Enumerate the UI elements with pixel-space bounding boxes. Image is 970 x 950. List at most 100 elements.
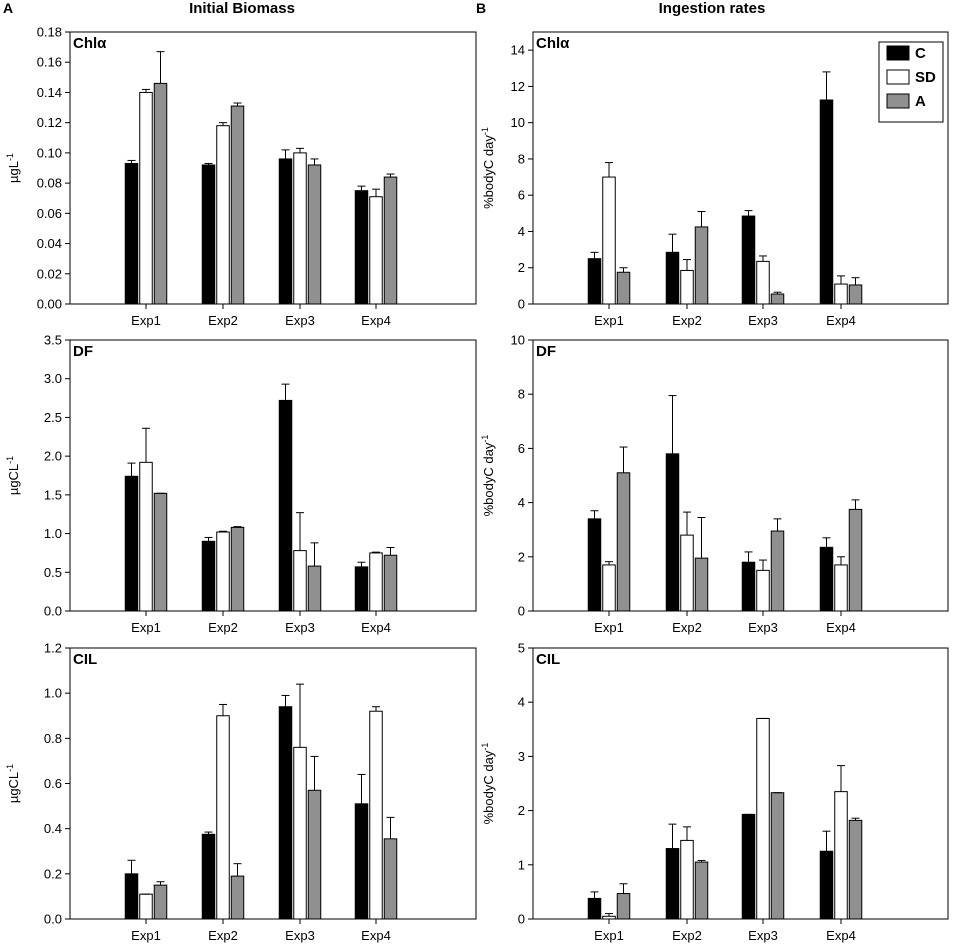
chart-a-cil: 0.0 0.2 0.4 0.6 0.8 1.0 1.2 µgCL-1 CIL Exp1 Exp2 Ex… bbox=[5, 641, 477, 943]
bar-sd bbox=[216, 715, 230, 920]
bar-a bbox=[616, 893, 631, 920]
bar-c bbox=[819, 546, 834, 612]
x-tick-label: Exp1 bbox=[594, 313, 624, 328]
y-tick-label: 0.00 bbox=[37, 297, 62, 312]
y-tick-label: 1.2 bbox=[44, 641, 62, 656]
panel-label: Chlα bbox=[73, 35, 107, 52]
bar-a bbox=[770, 293, 785, 305]
x-tick-label: Exp1 bbox=[131, 313, 161, 328]
plot-frame bbox=[69, 339, 477, 612]
y-tick-label: 4 bbox=[518, 495, 525, 510]
bar-sd bbox=[680, 269, 694, 305]
chart-a-chlα: 0.00 0.02 0.04 0.06 0.08 0.10 0.12 0.14 0.16 0.18… bbox=[5, 25, 477, 328]
bar-c bbox=[354, 803, 369, 920]
bar-a bbox=[383, 176, 398, 305]
bar-sd bbox=[834, 564, 848, 612]
bar-a bbox=[848, 819, 863, 920]
bar-sd bbox=[216, 125, 230, 305]
bar-a bbox=[694, 557, 709, 612]
panel-label: DF bbox=[536, 343, 556, 360]
y-axis-label-exponent: -1 bbox=[5, 764, 15, 772]
bar-c bbox=[278, 706, 293, 920]
bar-sd bbox=[293, 152, 307, 305]
legend-swatch-c bbox=[886, 45, 910, 61]
y-tick-label: 4 bbox=[518, 695, 525, 710]
plot-frame bbox=[69, 31, 477, 305]
chart-b-cil: 0 1 2 3 4 5 %bodyC day-1 CIL Exp1 Exp2 Exp3 Exp4 bbox=[480, 641, 949, 943]
bar-a bbox=[694, 226, 709, 305]
panel-b-letter: B bbox=[476, 0, 486, 16]
y-axis-label: µgL-1 bbox=[5, 153, 21, 183]
y-axis-label: µgCL-1 bbox=[5, 764, 21, 803]
y-tick-label: 0.16 bbox=[37, 55, 62, 70]
chart-a-df: 0.0 0.5 1.0 1.5 2.0 2.5 3.0 3.5 µgCL-1 DF Exp1 Exp2… bbox=[5, 333, 477, 635]
y-tick-label: 0.8 bbox=[44, 731, 62, 746]
bar-a bbox=[616, 472, 631, 612]
bar-c bbox=[587, 518, 602, 612]
x-tick-label: Exp2 bbox=[208, 928, 238, 943]
x-tick-label: Exp1 bbox=[131, 620, 161, 635]
x-tick-label: Exp4 bbox=[826, 620, 856, 635]
bar-sd bbox=[369, 552, 383, 612]
y-axis-label-main: µgL bbox=[6, 161, 21, 183]
x-tick-label: Exp4 bbox=[826, 313, 856, 328]
y-axis-label-main: %bodyC day bbox=[481, 750, 496, 824]
bar-sd bbox=[834, 791, 848, 920]
y-tick-label: 8 bbox=[518, 151, 525, 166]
x-tick-label: Exp2 bbox=[672, 928, 702, 943]
x-tick-label: Exp2 bbox=[208, 620, 238, 635]
bar-sd bbox=[756, 717, 770, 920]
bar-a bbox=[230, 526, 245, 612]
x-tick-label: Exp2 bbox=[672, 620, 702, 635]
y-tick-label: 1.0 bbox=[44, 526, 62, 541]
legend: C SD A bbox=[878, 41, 944, 123]
x-tick-label: Exp1 bbox=[594, 928, 624, 943]
x-tick-label: Exp4 bbox=[361, 313, 391, 328]
y-tick-label: 1.0 bbox=[44, 686, 62, 701]
x-tick-label: Exp2 bbox=[672, 313, 702, 328]
bar-c bbox=[587, 897, 602, 920]
y-tick-label: 2 bbox=[518, 260, 525, 275]
y-tick-label: 1.5 bbox=[44, 487, 62, 502]
panel-a-letter: A bbox=[3, 0, 13, 16]
bar-c bbox=[741, 215, 756, 305]
bar-sd bbox=[293, 550, 307, 612]
y-tick-label: 12 bbox=[511, 79, 525, 94]
bar-c bbox=[201, 540, 216, 612]
chart-b-chlα: 0 2 4 6 8 10 12 14 %bodyC day-1 Chlα Exp1 Exp2 Exp3 E… bbox=[480, 31, 949, 328]
bar-c bbox=[124, 162, 139, 305]
y-tick-label: 8 bbox=[518, 387, 525, 402]
y-axis-label-main: µgCL bbox=[6, 772, 21, 803]
x-tick-label: Exp3 bbox=[285, 928, 315, 943]
bar-c bbox=[124, 475, 139, 612]
panel-label: DF bbox=[73, 343, 93, 360]
x-tick-label: Exp3 bbox=[285, 313, 315, 328]
bar-sd bbox=[139, 461, 153, 612]
y-tick-label: 0.18 bbox=[37, 25, 62, 40]
bar-c bbox=[741, 561, 756, 612]
legend-swatch-sd bbox=[886, 69, 910, 85]
y-tick-label: 2.0 bbox=[44, 449, 62, 464]
x-tick-label: Exp4 bbox=[826, 928, 856, 943]
bar-a bbox=[153, 492, 168, 612]
bar-c bbox=[201, 164, 216, 305]
y-axis-label-exponent: -1 bbox=[5, 153, 15, 161]
bar-a bbox=[307, 789, 322, 920]
y-axis-label-main: %bodyC day bbox=[481, 442, 496, 516]
bar-c bbox=[587, 258, 602, 305]
bar-sd bbox=[602, 176, 616, 305]
y-axis-label-exponent: -1 bbox=[480, 127, 490, 135]
bar-sd bbox=[602, 564, 616, 612]
bar-a bbox=[770, 530, 785, 612]
y-tick-label: 0.12 bbox=[37, 115, 62, 130]
bar-c bbox=[819, 99, 834, 305]
y-axis-label: %bodyC day-1 bbox=[480, 743, 496, 825]
bar-a bbox=[307, 565, 322, 612]
bar-a bbox=[770, 792, 785, 920]
panel-a-heading: Initial Biomass bbox=[189, 0, 295, 17]
y-tick-label: 10 bbox=[511, 333, 525, 348]
y-tick-label: 0.02 bbox=[37, 266, 62, 281]
bar-a bbox=[230, 105, 245, 305]
bar-c bbox=[124, 873, 139, 920]
y-tick-label: 0.0 bbox=[44, 912, 62, 927]
